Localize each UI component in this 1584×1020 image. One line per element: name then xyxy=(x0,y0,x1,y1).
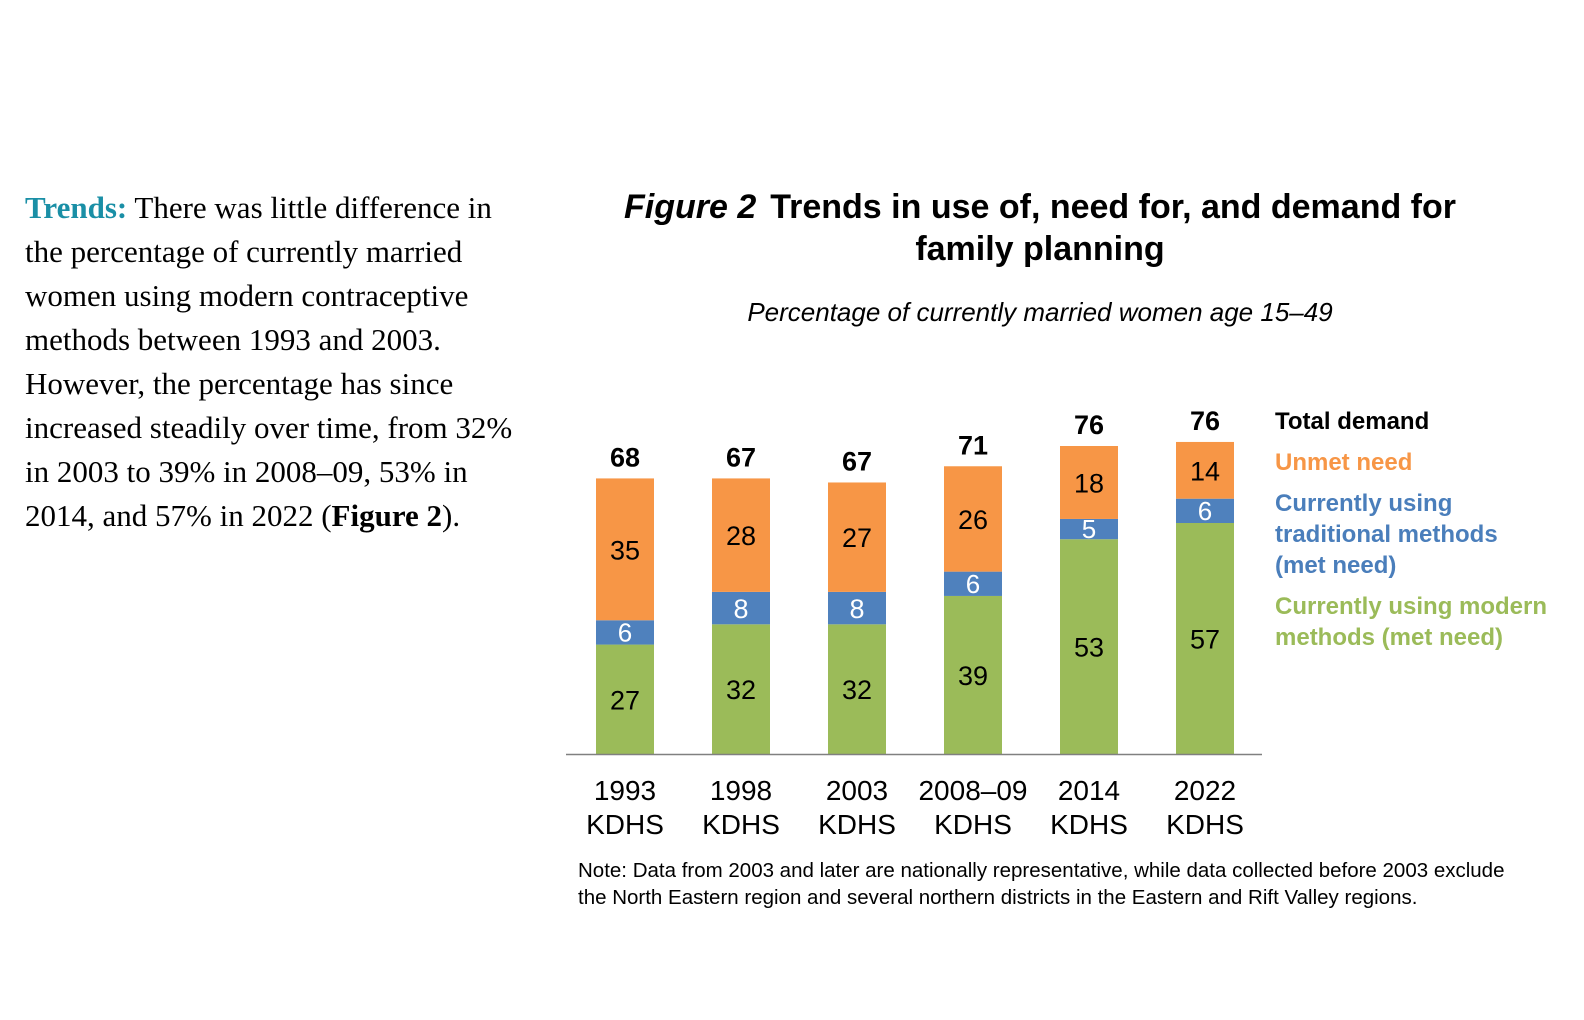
x-tick-label: KDHS xyxy=(1166,809,1244,840)
figure-note: Note: Data from 2003 and later are natio… xyxy=(578,857,1508,911)
legend-total-demand: Total demand xyxy=(1275,406,1555,437)
legend-unmet-need: Unmet need xyxy=(1275,447,1555,478)
data-label-unmet: 27 xyxy=(842,523,872,553)
total-demand-label: 67 xyxy=(842,446,872,476)
total-demand-label: 68 xyxy=(610,442,640,472)
data-label-unmet: 28 xyxy=(726,521,756,551)
data-label-traditional: 6 xyxy=(966,569,980,599)
data-label-modern: 32 xyxy=(842,675,872,705)
data-label-unmet: 35 xyxy=(610,535,640,565)
legend-modern-methods: Currently using modern methods (met need… xyxy=(1275,591,1555,653)
total-demand-label: 76 xyxy=(1190,406,1220,436)
total-demand-label: 76 xyxy=(1074,410,1104,440)
data-label-traditional: 6 xyxy=(618,617,632,647)
x-tick-label: 1993 xyxy=(594,775,656,806)
legend-traditional-methods: Currently using traditional methods (met… xyxy=(1275,488,1555,581)
x-tick-label: KDHS xyxy=(702,809,780,840)
chart-legend: Total demand Unmet need Currently using … xyxy=(1275,406,1555,663)
x-tick-label: 2003 xyxy=(826,775,888,806)
x-tick-label: KDHS xyxy=(818,809,896,840)
data-label-modern: 39 xyxy=(958,661,988,691)
x-tick-label: 2022 xyxy=(1174,775,1236,806)
total-demand-label: 67 xyxy=(726,442,756,472)
data-label-unmet: 18 xyxy=(1074,468,1104,498)
data-label-modern: 53 xyxy=(1074,633,1104,663)
data-label-modern: 57 xyxy=(1190,625,1220,655)
x-tick-label: KDHS xyxy=(934,809,1012,840)
data-label-modern: 32 xyxy=(726,675,756,705)
data-label-traditional: 6 xyxy=(1198,496,1212,526)
data-label-unmet: 26 xyxy=(958,505,988,535)
x-tick-label: KDHS xyxy=(586,809,664,840)
data-label-traditional: 8 xyxy=(849,594,864,624)
x-tick-label: 1998 xyxy=(710,775,772,806)
x-tick-label: 2014 xyxy=(1058,775,1120,806)
data-label-modern: 27 xyxy=(610,685,640,715)
data-label-unmet: 14 xyxy=(1190,456,1220,486)
x-tick-label: KDHS xyxy=(1050,809,1128,840)
total-demand-label: 71 xyxy=(958,430,988,460)
data-label-traditional: 8 xyxy=(733,594,748,624)
x-tick-label: 2008–09 xyxy=(918,775,1027,806)
